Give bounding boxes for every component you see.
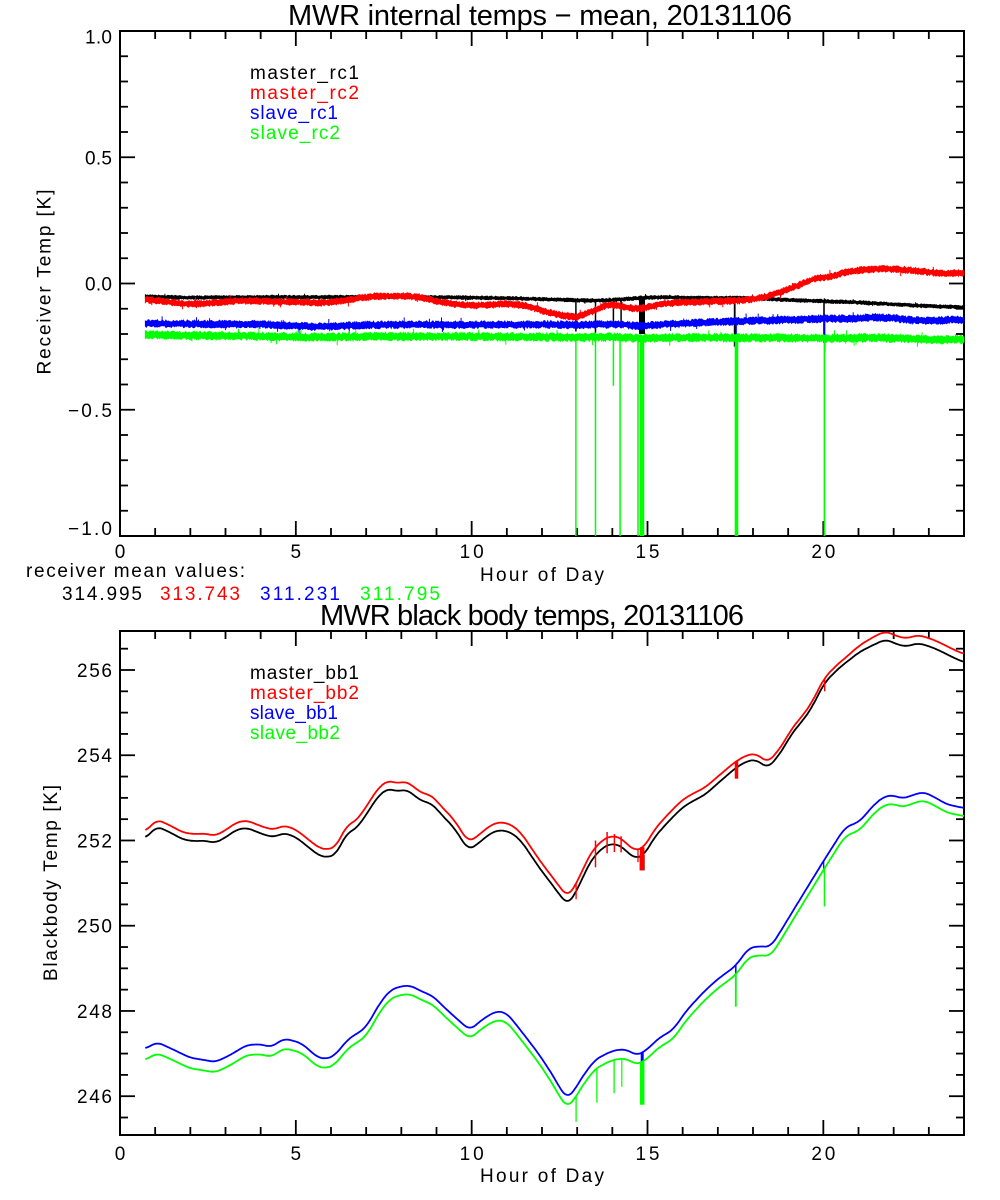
svg-text:256: 256 bbox=[77, 661, 112, 682]
svg-text:Blackbody Temp [K]: Blackbody Temp [K] bbox=[41, 785, 62, 981]
svg-text:0.0: 0.0 bbox=[85, 275, 112, 296]
svg-text:311.231: 311.231 bbox=[260, 584, 340, 605]
svg-text:311.795: 311.795 bbox=[360, 584, 440, 605]
svg-text:248: 248 bbox=[77, 1002, 112, 1023]
svg-text:master_rc1: master_rc1 bbox=[250, 63, 359, 84]
svg-text:314.995: 314.995 bbox=[62, 584, 142, 605]
svg-text:slave_rc2: slave_rc2 bbox=[250, 123, 340, 144]
svg-text:master_bb1: master_bb1 bbox=[250, 663, 359, 684]
svg-text:250: 250 bbox=[77, 917, 112, 938]
svg-text:MWR black body temps, 20131106: MWR black body temps, 20131106 bbox=[320, 600, 744, 632]
svg-text:252: 252 bbox=[77, 831, 112, 852]
svg-text:Hour of Day: Hour of Day bbox=[480, 1166, 605, 1187]
svg-text:master_bb2: master_bb2 bbox=[250, 683, 359, 704]
svg-text:MWR internal temps − mean, 201: MWR internal temps − mean, 20131106 bbox=[288, 0, 792, 32]
svg-text:master_rc2: master_rc2 bbox=[250, 83, 359, 104]
svg-text:5: 5 bbox=[291, 1144, 302, 1165]
svg-text:0: 0 bbox=[115, 1144, 126, 1165]
svg-text:313.743: 313.743 bbox=[160, 584, 240, 605]
svg-text:1.0: 1.0 bbox=[85, 28, 112, 49]
svg-text:246: 246 bbox=[77, 1087, 112, 1108]
svg-text:slave_bb1: slave_bb1 bbox=[250, 703, 338, 724]
svg-text:Receiver Temp [K]: Receiver Temp [K] bbox=[35, 190, 56, 375]
svg-text:0: 0 bbox=[115, 542, 126, 563]
svg-text:0.5: 0.5 bbox=[85, 148, 112, 169]
svg-text:254: 254 bbox=[77, 746, 112, 767]
svg-text:5: 5 bbox=[291, 542, 302, 563]
svg-text:−0.5: −0.5 bbox=[68, 401, 112, 422]
svg-text:−1.0: −1.0 bbox=[68, 519, 112, 540]
svg-text:receiver mean values:: receiver mean values: bbox=[26, 561, 245, 582]
svg-text:slave_rc1: slave_rc1 bbox=[250, 103, 338, 124]
svg-text:Hour of Day: Hour of Day bbox=[480, 565, 605, 586]
svg-text:slave_bb2: slave_bb2 bbox=[250, 723, 340, 744]
